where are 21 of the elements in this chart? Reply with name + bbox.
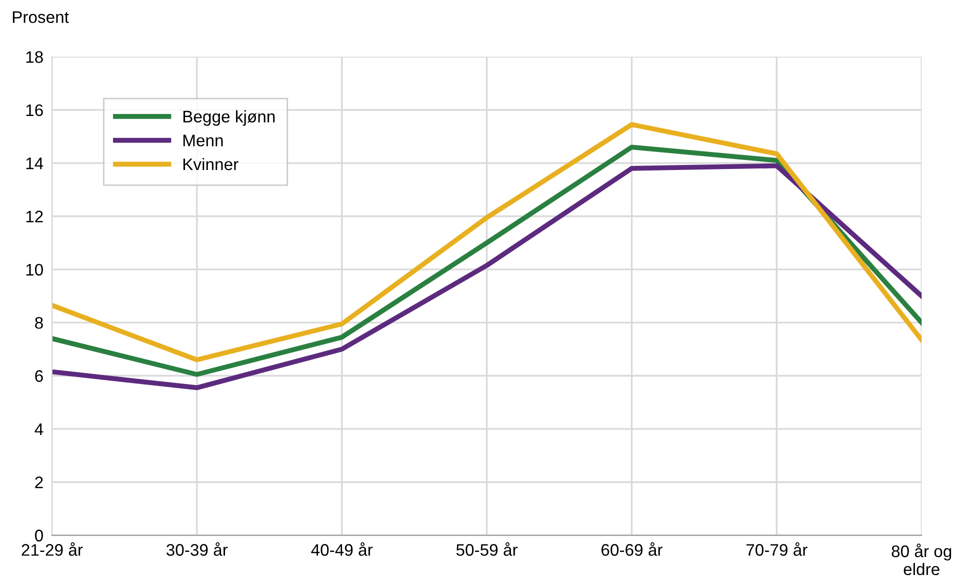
y-tick-label: 8: [35, 316, 43, 329]
x-tick-label: 60-69 år: [602, 542, 662, 556]
y-axis-title: Prosent: [12, 11, 69, 24]
y-tick-label: 0: [34, 530, 43, 542]
y-tick-label: 16: [26, 104, 43, 116]
x-tick-label: 50-59 år: [456, 542, 518, 556]
y-tick-label: 4: [34, 424, 44, 435]
y-tick-label: 14: [26, 158, 44, 170]
x-tick-label: 80 år og eldre: [892, 544, 952, 576]
x-tick-label: 30-39 år: [166, 542, 228, 556]
x-tick-label: 70-79 år: [746, 542, 808, 556]
y-tick-label: 18: [26, 51, 43, 63]
y-tick-label: 12: [26, 210, 43, 222]
legend-label: Begge kjønn: [183, 110, 275, 126]
y-tick-label: 10: [26, 264, 43, 276]
legend-label: Menn: [183, 134, 223, 146]
legend-label: Kvinner: [183, 158, 238, 170]
x-tick-label: 40-49 år: [311, 542, 373, 556]
x-tick-label: 21-29 år: [22, 542, 83, 556]
y-tick-label: 6: [35, 370, 43, 382]
y-tick-label: 2: [35, 476, 43, 488]
